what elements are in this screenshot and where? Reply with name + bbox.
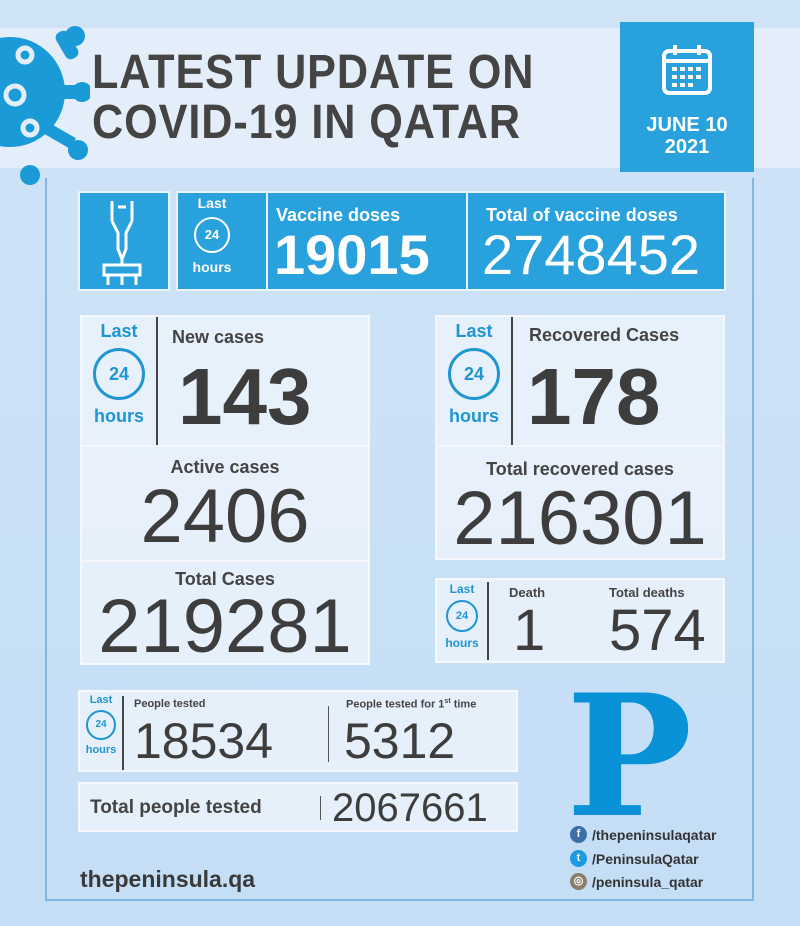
recovered-label: Recovered Cases <box>529 325 680 345</box>
clock-24-icon: 24 <box>86 710 116 740</box>
date-box: JUNE 10 2021 <box>620 22 754 172</box>
people-tested-value: 18534 <box>134 713 274 769</box>
people-tested-label: People tested <box>134 698 206 710</box>
total-tested-label: Total people tested <box>90 797 262 818</box>
instagram-link[interactable]: ◎/peninsula_qatar <box>570 873 703 890</box>
vaccine-doses-label: Vaccine doses <box>276 205 401 225</box>
vaccine-box: Last 24 hours Vaccine doses 19015 Total of… <box>176 191 726 291</box>
total-vaccine-value: 2748452 <box>482 223 701 286</box>
virus-icon <box>0 26 90 185</box>
cases-panel: Last 24 hours New cases 143 Active cases 2… <box>80 315 370 665</box>
first-time-label: People tested for 1st time <box>346 698 477 711</box>
calendar-icon <box>662 45 712 95</box>
total-tested-value: 2067661 <box>332 786 488 830</box>
clock-24-icon: 24 <box>448 348 500 400</box>
peninsula-logo: P <box>566 657 693 855</box>
deaths-panel: Last 24 hours Death 1 Total deaths 574 <box>435 578 725 663</box>
total-deaths-value: 574 <box>609 598 706 663</box>
twitter-link[interactable]: t/PeninsulaQatar <box>570 850 699 867</box>
new-cases-value: 143 <box>178 352 312 441</box>
twitter-icon: t <box>570 850 587 867</box>
active-cases-label: Active cases <box>170 457 280 477</box>
recovered-panel: Last 24 hours Recovered Cases 178 Total re… <box>435 315 725 560</box>
death-label: Death <box>509 585 546 600</box>
first-time-value: 5312 <box>344 713 456 769</box>
vaccine-doses-value: 19015 <box>274 223 430 286</box>
recovered-value: 178 <box>527 352 661 441</box>
facebook-icon: f <box>570 826 587 843</box>
clock-24-icon: 24 <box>446 600 478 632</box>
total-cases-label: Total Cases <box>175 569 275 589</box>
new-cases-label: New cases <box>172 327 265 347</box>
clock-24-icon: 24 <box>194 217 230 253</box>
last-24-hours: Last 24 hours <box>448 321 500 426</box>
vaccine-icon-box <box>78 191 170 291</box>
last-24-hours: Last 24 hours <box>192 195 232 275</box>
active-cases-value: 2406 <box>140 474 310 559</box>
website-link[interactable]: thepeninsula.qa <box>80 866 256 892</box>
instagram-icon: ◎ <box>570 873 587 890</box>
facebook-link[interactable]: f/thepeninsulaqatar <box>570 826 716 843</box>
year: 2021 <box>664 136 710 158</box>
vaccine-vial-icon <box>102 201 142 285</box>
total-vaccine-label: Total of vaccine doses <box>486 205 678 225</box>
last-24-hours: Last 24 hours <box>445 582 479 650</box>
last-24-hours: Last 24 hours <box>93 321 145 426</box>
total-deaths-label: Total deaths <box>609 585 685 600</box>
tests-panel: Last 24 hours People tested 18534 People t… <box>78 690 518 772</box>
page-title: LATEST UPDATE ON COVID-19 IN QATAR <box>92 46 535 149</box>
clock-24-icon: 24 <box>93 348 145 400</box>
death-value: 1 <box>513 598 546 663</box>
total-recovered-value: 216301 <box>453 476 707 561</box>
content-frame <box>45 178 754 901</box>
total-recovered-label: Total recovered cases <box>486 459 674 479</box>
last-24-hours: Last 24 hours <box>85 694 117 756</box>
date-line: JUNE 10 <box>646 114 728 136</box>
total-cases-value: 219281 <box>98 584 352 669</box>
total-tested-panel: Total people tested 2067661 <box>78 782 518 832</box>
